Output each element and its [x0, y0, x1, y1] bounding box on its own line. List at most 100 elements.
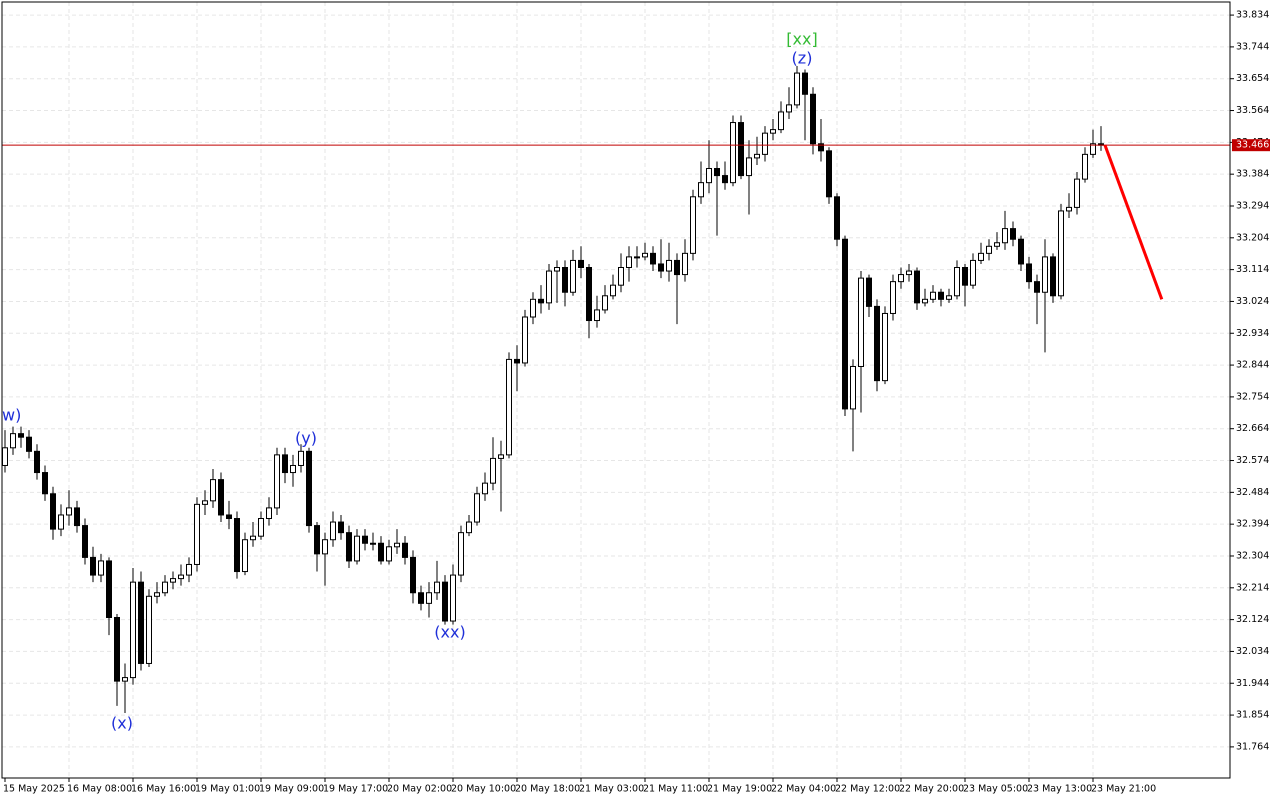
candle-body: [226, 514, 232, 520]
candle-body: [114, 616, 120, 682]
wave-label: w): [2, 406, 21, 425]
candle-body: [2, 447, 8, 466]
candle-body: [834, 196, 840, 240]
candle-body: [946, 295, 952, 300]
candle-body: [722, 175, 728, 184]
candle-body: [530, 298, 536, 318]
candle-body: [610, 284, 616, 297]
candle-body: [274, 454, 280, 509]
candle-body: [42, 472, 48, 495]
candle-body: [826, 150, 832, 198]
candle-body: [82, 525, 88, 558]
candle-body: [746, 157, 752, 177]
candle-body: [50, 493, 56, 530]
x-tick-label: 21 May 03:00: [579, 784, 644, 795]
y-tick-label: 31.764: [1236, 741, 1269, 752]
candle-body: [690, 196, 696, 254]
candle-body: [1002, 228, 1008, 244]
candle-body: [546, 270, 552, 304]
candle-body: [498, 454, 504, 459]
grid: [2, 2, 1230, 778]
candle-body: [26, 436, 32, 452]
candle-body: [258, 518, 264, 537]
candle-body: [10, 433, 16, 449]
candle-body: [66, 507, 72, 516]
candle-body: [538, 298, 544, 304]
candle-body: [234, 518, 240, 573]
candle-body: [570, 259, 576, 293]
price-label-box: [1232, 139, 1270, 152]
candle-body: [138, 581, 144, 664]
candle-body: [1050, 256, 1056, 297]
candle-body: [642, 252, 648, 258]
candle-body: [282, 454, 288, 474]
x-tick-label: 21 May 11:00: [643, 784, 708, 795]
candle-body: [474, 493, 480, 523]
plot-border: [1, 1, 1231, 779]
candle-body: [178, 574, 184, 580]
candle-body: [986, 245, 992, 254]
candle-body: [554, 267, 560, 272]
candle-body: [410, 556, 416, 594]
candle-body: [210, 479, 216, 502]
candle-body: [378, 542, 384, 562]
candle-body: [314, 525, 320, 555]
candle-body: [634, 256, 640, 259]
x-tick-label: 19 May 17:00: [323, 784, 388, 795]
candle-body: [898, 274, 904, 283]
candle-body: [754, 153, 760, 159]
candle-body: [426, 592, 432, 604]
x-tick-label: 20 May 18:00: [515, 784, 580, 795]
candle-body: [170, 578, 176, 583]
candle-body: [906, 270, 912, 276]
y-tick-label: 32.304: [1236, 550, 1269, 561]
candle-body: [450, 574, 456, 622]
y-tick-label: 33.114: [1236, 264, 1269, 275]
candle-body: [674, 259, 680, 276]
candle-body: [218, 479, 224, 516]
candle-body: [402, 542, 408, 558]
y-tick-label: 32.214: [1236, 582, 1269, 593]
y-tick-label: 33.744: [1236, 41, 1269, 52]
candle-body: [370, 542, 376, 545]
candle-body: [698, 182, 704, 198]
x-tick-label: 16 May 16:00: [131, 784, 196, 795]
y-tick-label: 33.384: [1236, 169, 1269, 180]
x-tick-label: 19 May 01:00: [195, 784, 260, 795]
y-tick-label: 32.664: [1236, 423, 1269, 434]
candle-body: [242, 539, 248, 573]
candle-body: [154, 592, 160, 597]
candle-body: [890, 281, 896, 314]
candle-body: [522, 316, 528, 364]
candle-body: [98, 560, 104, 576]
x-tick-label: 22 May 12:00: [835, 784, 900, 795]
candle-body: [458, 532, 464, 576]
candle-body: [794, 72, 800, 106]
candle-body: [146, 595, 152, 664]
x-tick-label: 16 May 08:00: [67, 784, 132, 795]
candle-body: [1042, 256, 1048, 293]
candle-body: [58, 514, 64, 530]
y-tick-label: 32.574: [1236, 455, 1269, 466]
candle-body: [978, 252, 984, 261]
candle-body: [762, 132, 768, 155]
wave-label: (z): [792, 49, 813, 68]
candle-body: [482, 482, 488, 495]
overlays: w) (x) (y) (xx) (z)[xx]: [2, 30, 1230, 733]
candle-body: [338, 521, 344, 534]
candle-body: [346, 532, 352, 562]
y-tick-label: 32.754: [1236, 391, 1269, 402]
candle-body: [578, 259, 584, 269]
candle-body: [658, 263, 664, 272]
x-tick-label: 20 May 02:00: [387, 784, 452, 795]
candle-body: [778, 111, 784, 131]
candle-body: [730, 122, 736, 184]
candle-body: [922, 298, 928, 304]
candle-body: [602, 295, 608, 311]
y-tick-label: 33.024: [1236, 296, 1269, 307]
candle-body: [202, 500, 208, 505]
candle-body: [738, 122, 744, 177]
candle-body: [618, 267, 624, 286]
candle-body: [266, 507, 272, 520]
